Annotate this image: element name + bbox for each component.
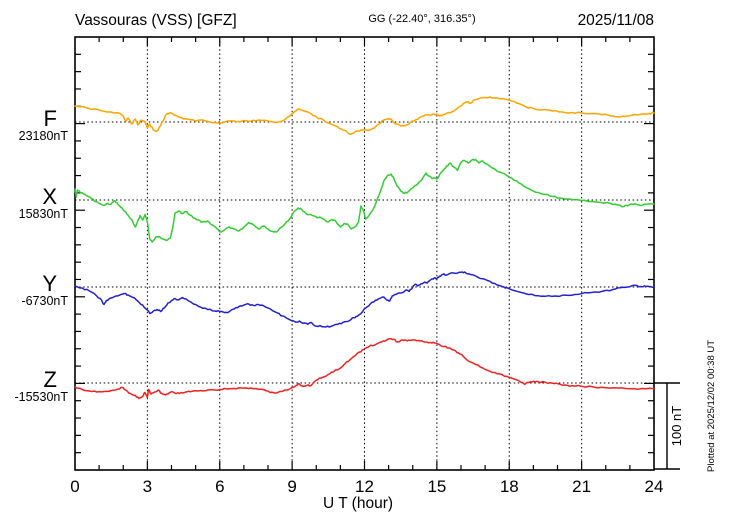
trace-Y <box>74 271 655 328</box>
x-axis-tick-labels: 0 3 6 9 12 15 18 21 24 <box>70 477 663 496</box>
x-tick-label: 3 <box>143 477 152 496</box>
component-trace-curves <box>74 96 655 400</box>
trace-F <box>74 96 655 135</box>
x-axis-label: U T (hour) <box>323 495 393 512</box>
component-baseline-value-Y: -6730nT <box>21 294 68 308</box>
x-tick-label: 9 <box>287 477 296 496</box>
component-baseline-value-X: 15830nT <box>19 207 69 221</box>
grid-lines <box>75 37 654 470</box>
component-baseline-value-F: 23180nT <box>19 129 69 143</box>
plotted-timestamp: Plotted at 2025/12/02 00:38 UT <box>706 340 717 472</box>
x-tick-label: 15 <box>427 477 446 496</box>
x-tick-label: 21 <box>572 477 591 496</box>
x-tick-label: 0 <box>70 477 79 496</box>
component-letter-X: X <box>42 184 57 209</box>
component-letter-Z: Z <box>44 367 57 392</box>
trace-X <box>74 158 655 243</box>
x-tick-label: 6 <box>215 477 224 496</box>
scale-bar <box>654 382 680 470</box>
x-tick-label: 18 <box>500 477 519 496</box>
x-tick-label: 24 <box>645 477 664 496</box>
plot-date: 2025/11/08 <box>578 12 654 29</box>
component-letter-Y: Y <box>42 271 57 296</box>
scalebar-label: 100 nT <box>669 406 684 447</box>
geographic-coordinates: GG (-22.40°, 316.35°) <box>368 13 475 25</box>
component-letter-F: F <box>44 106 57 131</box>
plot-frame-and-ticks <box>74 36 655 471</box>
x-tick-label: 12 <box>355 477 374 496</box>
station-title: Vassouras (VSS) [GFZ] <box>75 12 237 29</box>
trace-Z <box>74 337 655 400</box>
plot-frame <box>74 36 655 471</box>
component-baseline-value-Z: -15530nT <box>14 390 68 404</box>
